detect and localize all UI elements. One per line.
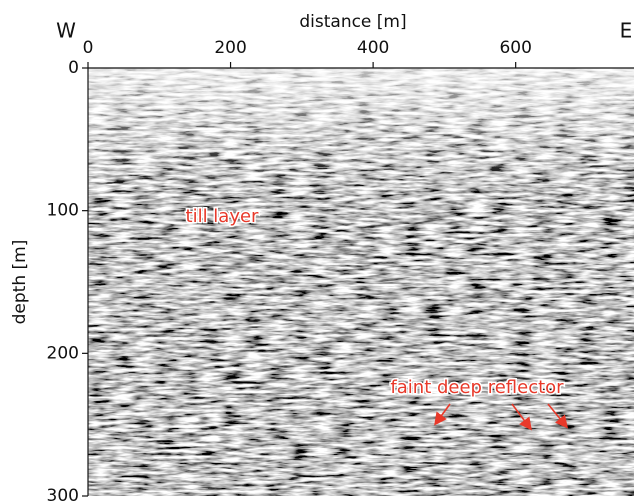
direction-label: W <box>56 19 76 43</box>
direction-label: E <box>620 19 633 43</box>
x-tick-label: 400 <box>357 38 389 58</box>
y-tick-label: 0 <box>68 58 79 78</box>
y-tick-label: 300 <box>47 486 79 503</box>
x-axis-label: distance [m] <box>299 12 406 32</box>
x-tick-label: 200 <box>214 38 246 58</box>
annotation: till layer <box>186 206 260 227</box>
annotation: faint deep reflector <box>390 377 564 398</box>
x-tick-label: 0 <box>83 38 94 58</box>
y-axis-label: depth [m] <box>10 240 30 325</box>
seismic-image <box>88 68 634 496</box>
x-tick-label: 600 <box>499 38 531 58</box>
y-tick-label: 200 <box>47 343 79 363</box>
y-tick-label: 100 <box>47 201 79 221</box>
annotation-arrows <box>434 403 569 431</box>
